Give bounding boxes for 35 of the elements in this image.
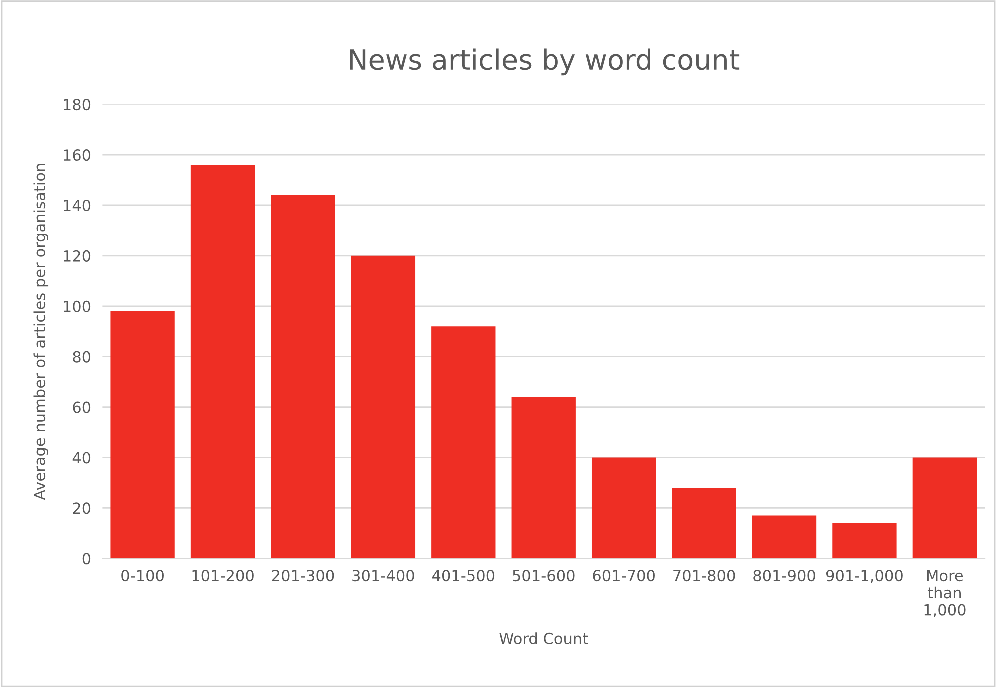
y-tick-label: 100 [64,300,91,312]
y-tick-label: 80 [73,351,91,363]
x-tick-label: 301-400 [352,570,414,582]
bar [592,458,656,559]
y-tick-label: 0 [82,553,91,565]
bar [190,165,256,559]
bar [110,311,175,559]
bar [271,195,336,559]
x-tick-label: 901-1,000 [826,570,903,584]
y-tick-label: 160 [64,149,91,162]
y-tick-label: 140 [64,200,91,212]
chart-title: News articles by word count [350,48,740,76]
bar [432,326,496,559]
x-tick-label: 701-800 [674,570,736,582]
bar [672,488,736,559]
y-tick-label: 120 [64,250,91,262]
y-tick-label: 40 [72,452,91,464]
y-tick-label: 20 [73,502,91,514]
x-tick-label: 601-700 [593,570,655,582]
x-tick-label: 0-100 [122,570,164,582]
x-tick-label: 501-600 [513,570,575,582]
x-tick-label: More than 1,000 [924,570,966,618]
x-axis-title: Word Count [500,632,588,644]
bar [512,397,576,559]
x-tick-label: 801-900 [754,570,816,582]
y-tick-label: 180 [64,99,91,111]
bar [351,256,416,559]
y-axis-title: Average number of articles per organisation [34,164,49,500]
bar [912,458,978,559]
bar [752,516,817,559]
x-tick-label: 101-200 [192,570,254,582]
x-tick-label: 401-500 [432,570,495,582]
y-tick-label: 60 [73,402,91,414]
x-tick-label: 201-300 [272,570,334,582]
bar [832,523,897,559]
